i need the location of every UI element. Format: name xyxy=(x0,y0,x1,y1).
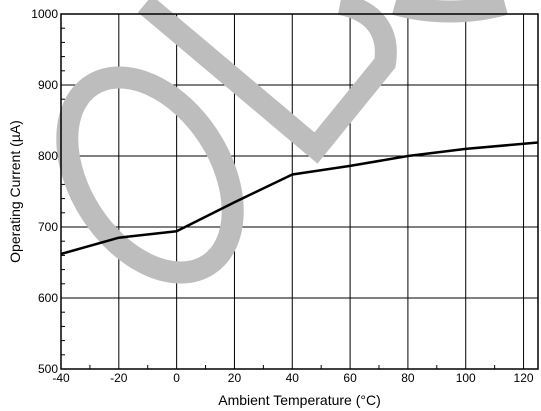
y-tick-label: 500 xyxy=(38,362,58,376)
x-tick-label: 100 xyxy=(456,371,476,385)
grid xyxy=(61,14,538,369)
watermark-arc xyxy=(391,0,509,23)
watermark-oval xyxy=(56,66,244,284)
y-tick-label: 1000 xyxy=(31,7,58,21)
series-layer xyxy=(60,141,539,256)
plot-frame xyxy=(60,13,539,370)
watermark-logo xyxy=(56,0,509,284)
y-tick-label: 700 xyxy=(38,220,58,234)
x-tick-labels: -40 -20 0 20 40 60 80 100 120 xyxy=(52,371,534,385)
x-tick-label: 60 xyxy=(343,371,357,385)
x-tick-label: -40 xyxy=(52,371,70,385)
x-tick-label: 20 xyxy=(228,371,242,385)
y-tick-label: 900 xyxy=(38,78,58,92)
x-tick-label: 80 xyxy=(401,371,415,385)
y-tick-label: 800 xyxy=(38,149,58,163)
x-tick-label: 120 xyxy=(514,371,534,385)
x-tick-label: 40 xyxy=(286,371,300,385)
series-line xyxy=(60,141,539,256)
x-tick-label: 0 xyxy=(173,371,180,385)
y-tick-label: 600 xyxy=(38,291,58,305)
x-tick-label: -20 xyxy=(110,371,128,385)
y-tick-labels: 500 600 700 800 900 1000 xyxy=(31,7,58,376)
watermark-letter xyxy=(137,0,397,164)
y-axis-label: Operating Current (µA) xyxy=(7,120,23,263)
x-axis-label: Ambient Temperature (°C) xyxy=(218,392,381,408)
